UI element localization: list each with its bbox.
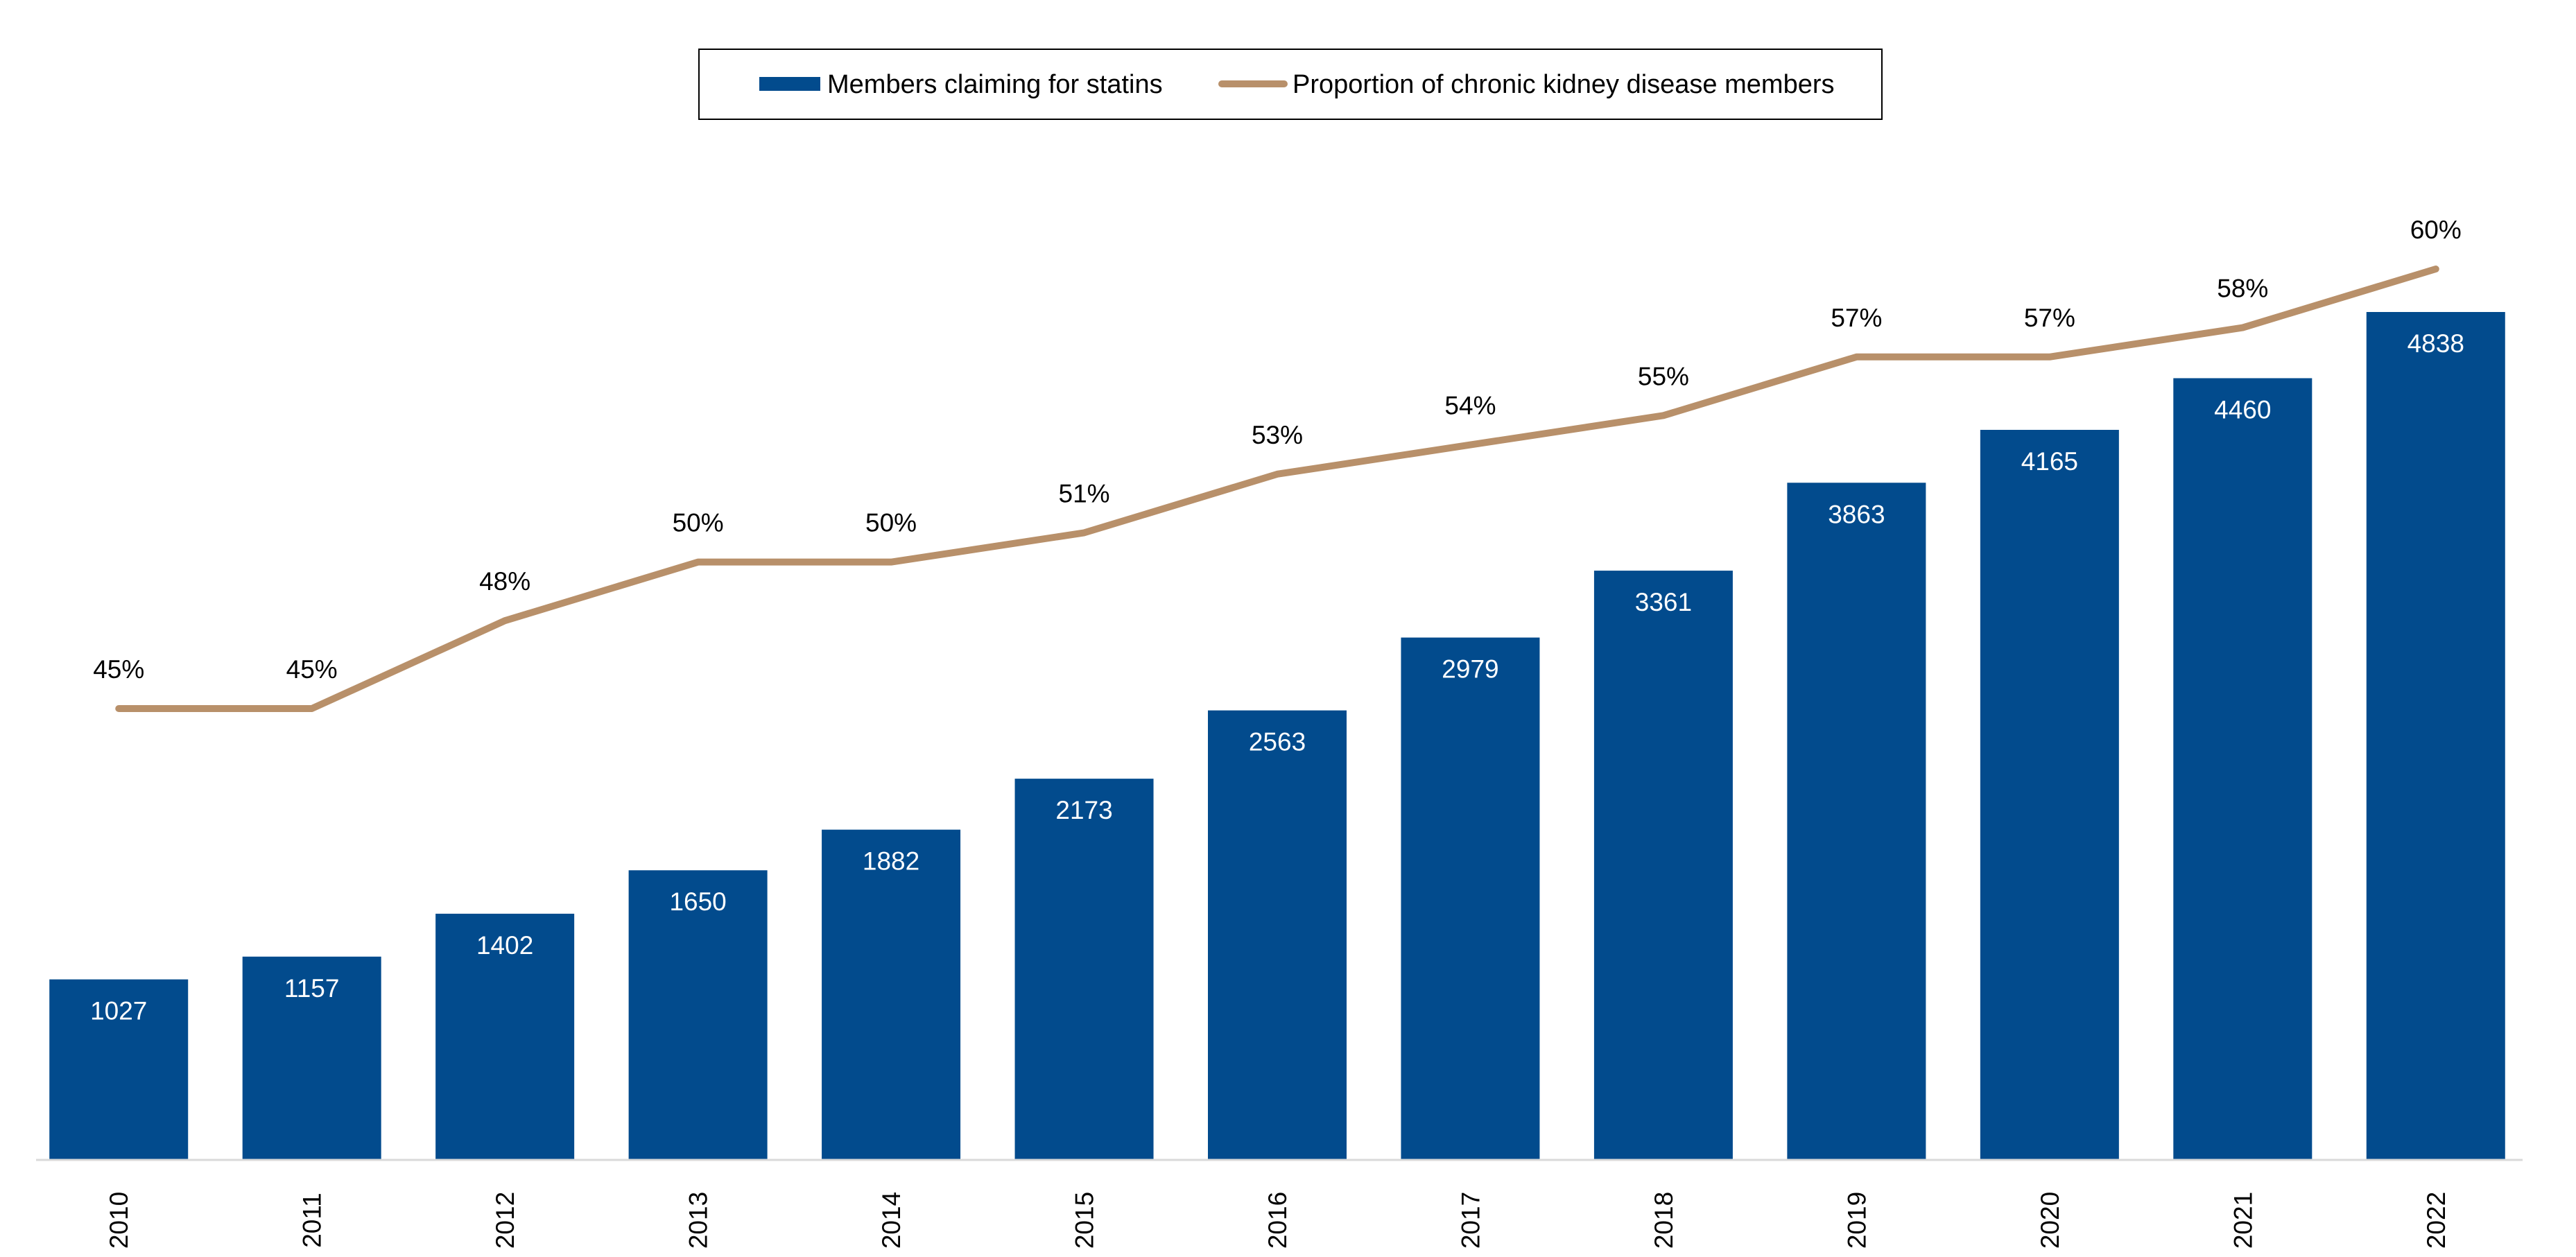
bar-2022 bbox=[2366, 312, 2505, 1159]
line-data-labels: 45% 45% 48% 50% 50% 51% 53% 54% 55% 57% 57% 58% 60% bbox=[93, 216, 2462, 684]
bar-2016 bbox=[1208, 710, 1347, 1159]
bar-2011 bbox=[242, 956, 381, 1159]
x-tick-2010: 2010 bbox=[105, 1192, 133, 1249]
line-label-2020: 57% bbox=[2024, 304, 2075, 332]
bar-label-2017: 2979 bbox=[1442, 655, 1498, 684]
bar-label-2010: 1027 bbox=[90, 997, 147, 1025]
bar-label-2011: 1157 bbox=[284, 974, 340, 1003]
line-label-2019: 57% bbox=[1831, 304, 1882, 332]
bar-label-2020: 4165 bbox=[2021, 447, 2078, 476]
x-tick-2021: 2021 bbox=[2229, 1192, 2257, 1249]
x-tick-2016: 2016 bbox=[1263, 1192, 1292, 1249]
x-tick-2014: 2014 bbox=[877, 1192, 906, 1249]
x-tick-2013: 2013 bbox=[684, 1192, 713, 1249]
bar-2018 bbox=[1593, 571, 1733, 1159]
x-tick-2020: 2020 bbox=[2036, 1192, 2064, 1249]
x-tick-2012: 2012 bbox=[491, 1192, 519, 1249]
x-tick-2017: 2017 bbox=[1456, 1192, 1485, 1249]
bar-2015 bbox=[1014, 779, 1154, 1159]
bar-2010 bbox=[49, 979, 189, 1159]
bar-label-2021: 4460 bbox=[2214, 395, 2271, 424]
line-label-2017: 54% bbox=[1444, 392, 1496, 420]
bar-2019 bbox=[1787, 483, 1926, 1159]
line-label-2013: 50% bbox=[673, 509, 724, 537]
line-series bbox=[115, 266, 2439, 712]
bar-2014 bbox=[822, 829, 961, 1159]
legend: Members claiming for statins Proportion o… bbox=[698, 49, 1883, 120]
bar-2021 bbox=[2173, 378, 2313, 1160]
line-label-2011: 45% bbox=[286, 655, 338, 684]
bar-label-2012: 1402 bbox=[476, 931, 533, 960]
line-label-2014: 50% bbox=[865, 509, 917, 537]
bar-2013 bbox=[628, 870, 768, 1159]
bar-label-2022: 4838 bbox=[2408, 329, 2464, 358]
line-label-2012: 48% bbox=[479, 567, 530, 596]
legend-label-bar: Members claiming for statins bbox=[827, 70, 1163, 99]
bar-series bbox=[49, 312, 2505, 1160]
bar-label-2018: 3361 bbox=[1635, 588, 1692, 616]
x-tick-2015: 2015 bbox=[1071, 1192, 1099, 1249]
x-tick-2022: 2022 bbox=[2422, 1192, 2450, 1249]
bar-label-2015: 2173 bbox=[1055, 796, 1112, 824]
bar-label-2019: 3863 bbox=[1828, 500, 1885, 528]
line-label-2016: 53% bbox=[1252, 421, 1303, 449]
line-label-2022: 60% bbox=[2410, 216, 2462, 244]
line-label-2021: 58% bbox=[2217, 275, 2268, 303]
x-tick-2019: 2019 bbox=[1842, 1192, 1871, 1249]
line-label-2018: 55% bbox=[1638, 362, 1689, 390]
bar-2012 bbox=[435, 913, 575, 1159]
bar-2020 bbox=[1980, 429, 2119, 1160]
x-tick-labels: 2010 2011 2012 2013 2014 2015 2016 2017 2018 2019… bbox=[105, 1192, 2450, 1249]
bar-label-2016: 2563 bbox=[1249, 728, 1306, 756]
bar-data-labels: 1027 1157 1402 1650 1882 2173 2563 2979 3361 3863… bbox=[90, 329, 2464, 1025]
legend-label-line: Proportion of chronic kidney disease mem… bbox=[1293, 70, 1835, 99]
x-tick-2011: 2011 bbox=[298, 1193, 327, 1248]
bar-label-2013: 1650 bbox=[669, 887, 726, 916]
bar-2017 bbox=[1401, 637, 1540, 1159]
bar-label-2014: 1882 bbox=[863, 847, 919, 876]
line-label-2015: 51% bbox=[1059, 479, 1110, 508]
x-tick-2018: 2018 bbox=[1650, 1192, 1678, 1249]
legend-swatch-bar bbox=[759, 77, 820, 91]
legend-box bbox=[698, 49, 1883, 120]
line-label-2010: 45% bbox=[93, 655, 144, 684]
